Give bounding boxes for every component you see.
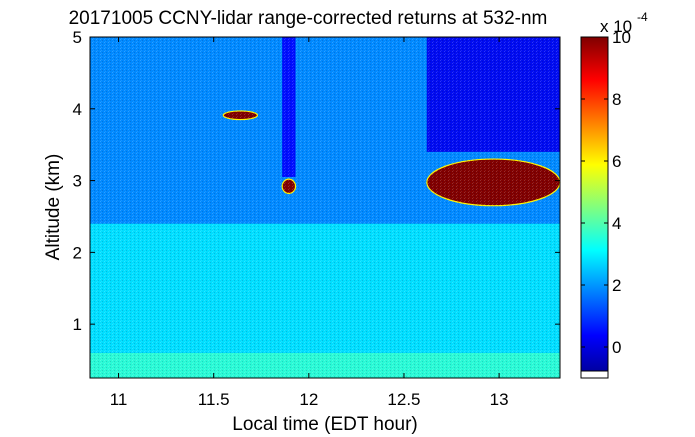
y-tick-label: 1: [73, 315, 82, 334]
x-axis-label: Local time (EDT hour): [232, 414, 418, 435]
colorbar: [580, 36, 609, 379]
colorbar-multiplier: x 10: [600, 17, 632, 36]
noise-texture: [90, 37, 560, 378]
colorbar-tick-label: 8: [612, 90, 621, 109]
chart-title: 20171005 CCNY-lidar range-corrected retu…: [69, 8, 548, 29]
y-axis: 1 2 3 4 5: [73, 28, 560, 334]
colorbar-tick-label: 4: [612, 214, 621, 233]
x-tick-label: 11.5: [198, 390, 230, 409]
y-axis-label: Altitude (km): [43, 154, 64, 261]
colorbar-exponent: -4: [637, 10, 648, 24]
y-tick-label: 4: [73, 100, 82, 119]
x-axis: 11 11.5 12 12.5 13: [110, 37, 509, 409]
x-tick-label: 13: [490, 390, 509, 409]
colorbar-tick-label: 10: [612, 28, 631, 47]
colorbar-tick-label: 2: [612, 276, 621, 295]
colorbar-bottom-cap: [580, 370, 609, 379]
colorbar-tick-label: 6: [612, 152, 621, 171]
plot-frame: [89, 36, 561, 379]
y-tick-label: 5: [73, 28, 82, 47]
x-tick-label: 12: [299, 390, 318, 409]
x-tick-label: 11: [110, 390, 128, 409]
x-tick-label: 12.5: [387, 390, 420, 409]
colorbar-tick-label: 0: [612, 338, 621, 357]
colorbar-ticks: 0 2 4 6 8 10: [580, 28, 631, 379]
y-tick-label: 3: [73, 172, 82, 191]
y-tick-label: 2: [73, 243, 82, 262]
